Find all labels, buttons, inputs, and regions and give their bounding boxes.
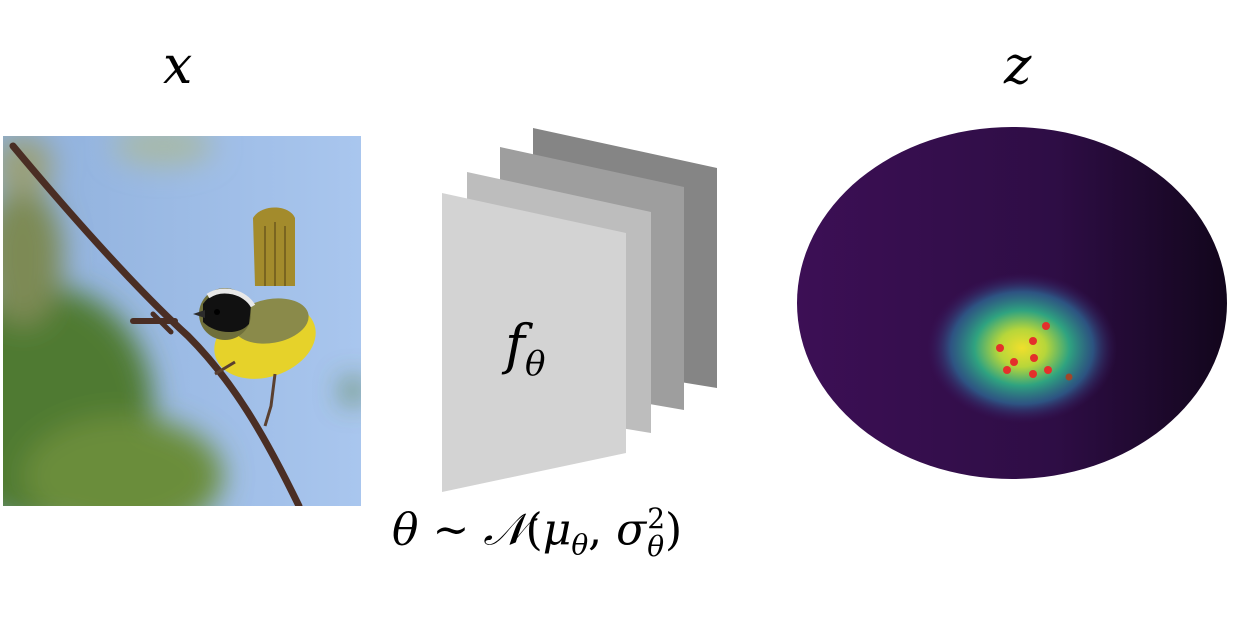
formula-mu-subscript: θ	[571, 528, 589, 562]
sample-point	[1029, 337, 1037, 345]
sample-point	[1042, 322, 1050, 330]
formula-open-paren: (	[525, 504, 543, 556]
formula-normal: 𝒩	[483, 504, 526, 556]
latent-density-icon	[797, 127, 1227, 479]
formula-tilde: ~	[432, 504, 470, 556]
formula-sigma: σ	[616, 504, 647, 556]
sample-point	[1065, 373, 1073, 381]
sample-point	[1003, 366, 1011, 374]
formula-sigma-subscript: θ	[647, 530, 665, 563]
network-label-subscript: θ	[525, 343, 546, 384]
formula-theta: θ	[392, 504, 419, 556]
sample-point	[996, 344, 1004, 352]
formula-close-paren: )	[665, 504, 683, 556]
sample-point	[1029, 370, 1037, 378]
sample-point	[1010, 358, 1018, 366]
density-peak	[927, 273, 1117, 423]
formula-sigma-superscript: 2	[647, 502, 666, 535]
layer-front	[442, 193, 626, 492]
output-label: z	[1004, 36, 1032, 96]
network-label-f: f	[505, 313, 525, 376]
latent-samples	[996, 322, 1073, 381]
sample-point	[1030, 354, 1038, 362]
input-label: x	[163, 36, 193, 96]
bird-photo-icon	[3, 136, 361, 506]
sample-point	[1044, 366, 1052, 374]
stacked-layers-icon	[442, 128, 717, 492]
formula-comma: ,	[588, 504, 603, 556]
parameter-distribution-formula: θ ~ 𝒩(μθ, σ 2 θ)	[392, 505, 682, 561]
network-label: fθ	[505, 318, 545, 381]
formula-mu: μ	[542, 504, 572, 556]
